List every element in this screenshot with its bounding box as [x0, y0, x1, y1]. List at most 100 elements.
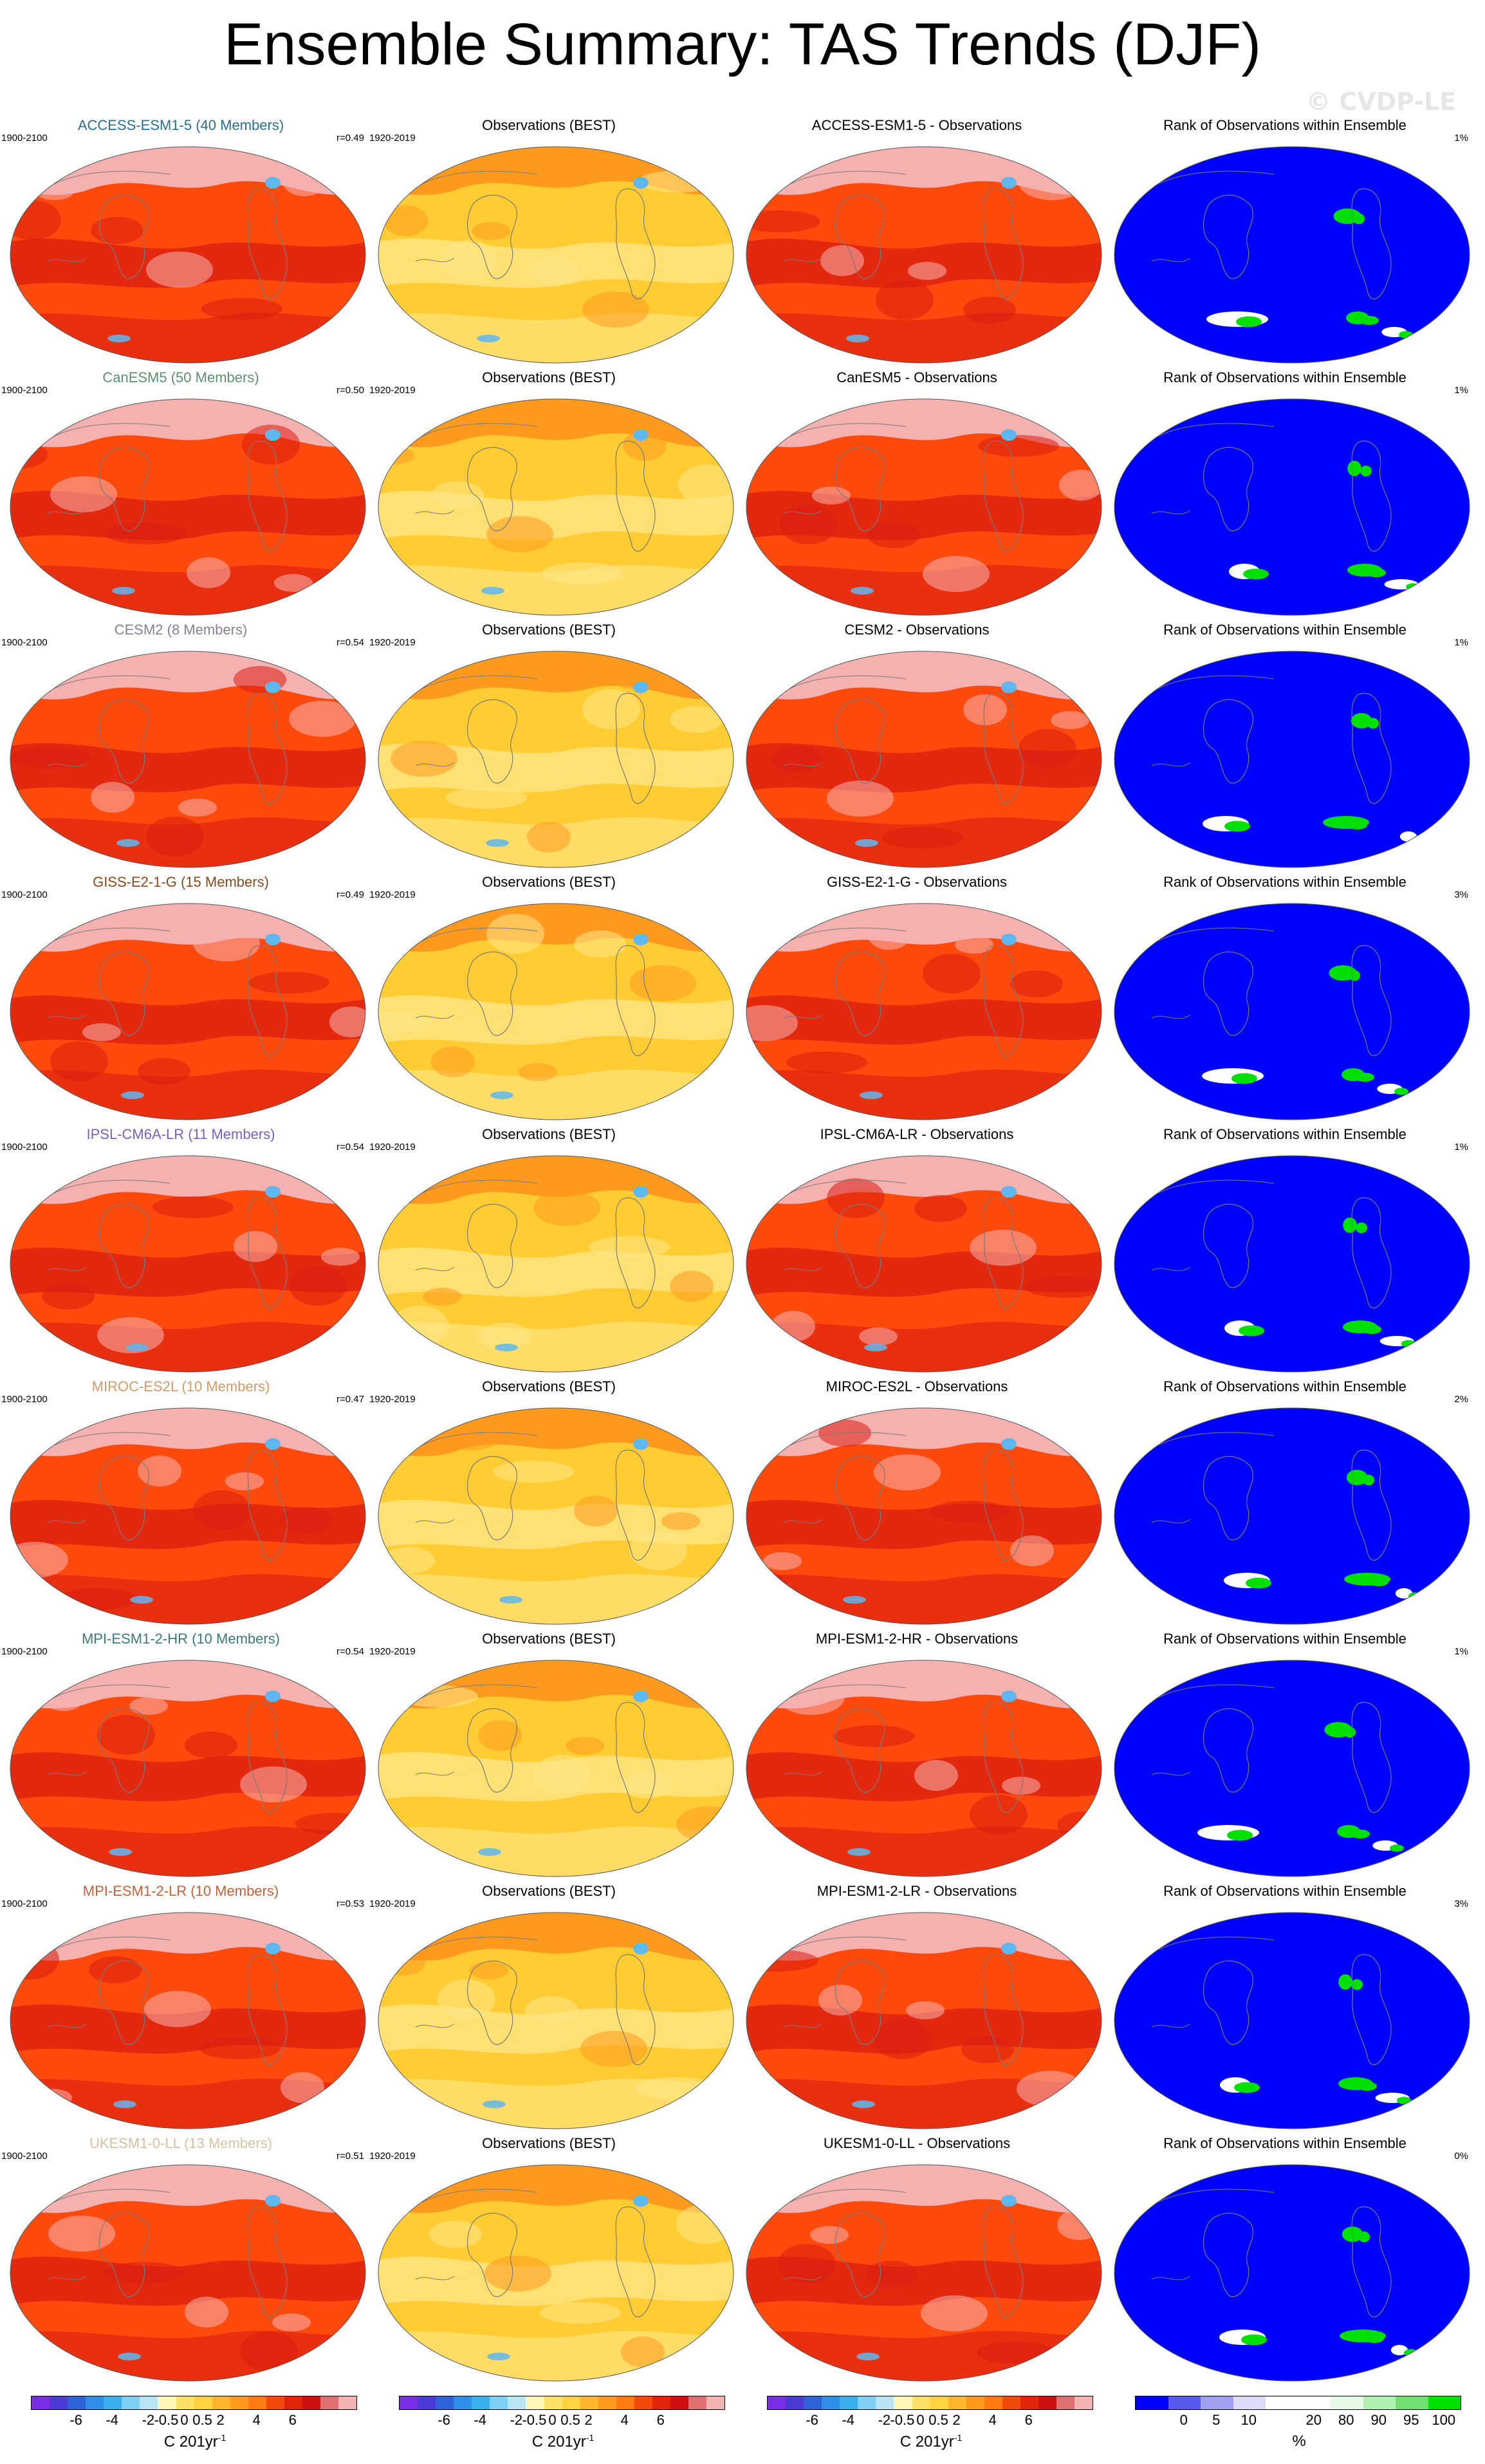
rank-percent-label: 2%	[1454, 1394, 1468, 1405]
colorbar-swatch	[930, 2396, 948, 2409]
colorbar-swatch	[472, 2396, 490, 2409]
map-container	[1113, 650, 1471, 869]
colorbar-swatch	[1233, 2396, 1266, 2409]
correlation-label: r=0.49	[337, 889, 364, 900]
colorbar-swatch	[436, 2396, 454, 2409]
panel-title: UKESM1-0-LL - Observations	[823, 2135, 1011, 2151]
diff-map	[746, 1912, 1102, 2129]
colorbar-swatch	[1136, 2396, 1168, 2409]
panel-title: Rank of Observations within Ensemble	[1163, 1631, 1407, 1647]
rank-panel: Rank of Observations within Ensemble 1%	[1104, 1126, 1475, 1378]
map-container	[1113, 398, 1471, 616]
colorbar-tick-label: 0	[916, 2412, 925, 2428]
colorbar-unit: %	[1292, 2432, 1306, 2450]
colorbar-tick-label: 6	[656, 2412, 665, 2428]
map-container	[377, 1659, 735, 1878]
rank-percent-label: 0%	[1454, 2151, 1468, 2162]
map-container	[745, 145, 1103, 364]
diff-map	[746, 2164, 1102, 2382]
rank-panel: Rank of Observations within Ensemble 0%	[1104, 2135, 1475, 2387]
colorbar-swatch	[1075, 2396, 1093, 2409]
colorbar-swatch	[912, 2396, 930, 2409]
colorbar-swatch	[562, 2396, 580, 2409]
map-container	[377, 145, 735, 364]
trend-colorbar: -6 -4 -2 -0.5 0 0.5 2 4 6 C 201yr-1	[761, 2386, 1121, 2457]
colorbar-swatch	[230, 2396, 248, 2409]
trend-colorbar: -6 -4 -2 -0.5 0 0.5 2 4 6 C 201yr-1	[392, 2386, 753, 2457]
colorbar-tick-label: -6	[438, 2412, 450, 2428]
colorbar-tick-label: 2	[216, 2412, 225, 2428]
map-container	[745, 1659, 1103, 1878]
colorbar-tick-label: 0	[180, 2412, 189, 2428]
map-container	[745, 398, 1103, 616]
unit-text: C 201yr	[163, 2433, 218, 2450]
panel-title: Observations (BEST)	[482, 1378, 616, 1394]
model-panel: MPI-ESM1-2-LR (10 Members) 1900-2100 r=0.5…	[0, 1883, 371, 2135]
obs-map	[378, 903, 734, 1120]
model-map	[10, 651, 366, 868]
rank-panel: Rank of Observations within Ensemble 1%	[1104, 117, 1475, 369]
map-container	[377, 1407, 735, 1626]
colorbar-tick-label: 95	[1403, 2412, 1419, 2428]
obs-map	[378, 651, 734, 868]
colorbar-swatch	[1038, 2396, 1056, 2409]
obs-panel: Observations (BEST) 1920-2019	[368, 1883, 739, 2135]
unit-text: C 201yr	[531, 2433, 586, 2450]
colorbar-swatch	[670, 2396, 688, 2409]
map-container	[377, 650, 735, 869]
panel-title: ACCESS-ESM1-5 (40 Members)	[77, 117, 284, 133]
map-container	[745, 650, 1103, 869]
map-container	[9, 398, 367, 616]
map-container	[1113, 1154, 1471, 1373]
colorbar-tick-label: -0.5	[154, 2412, 179, 2428]
map-container	[1113, 902, 1471, 1121]
colorbar-tick-label: 5	[1212, 2412, 1221, 2428]
obs-map	[378, 1407, 734, 1625]
diff-map	[746, 1407, 1102, 1625]
obs-panel: Observations (BEST) 1920-2019	[368, 2135, 739, 2387]
colorbar-swatch	[616, 2396, 634, 2409]
rank-percent-label: 3%	[1454, 889, 1468, 900]
colorbar-swatch	[966, 2396, 984, 2409]
model-map	[10, 903, 366, 1120]
correlation-label: r=0.49	[337, 133, 364, 144]
obs-map	[378, 2164, 734, 2382]
colorbar-swatch	[194, 2396, 212, 2409]
model-panel: MIROC-ES2L (10 Members) 1900-2100 r=0.47	[0, 1378, 371, 1631]
colorbar-swatch	[1020, 2396, 1038, 2409]
figure-title: Ensemble Summary: TAS Trends (DJF)	[223, 12, 1262, 77]
rank-panel: Rank of Observations within Ensemble 1%	[1104, 622, 1475, 874]
colorbar-tick-label: 2	[952, 2412, 961, 2428]
obs-panel: Observations (BEST) 1920-2019	[368, 1631, 739, 1883]
map-container	[377, 1154, 735, 1373]
colorbar-tick-label: -4	[474, 2412, 487, 2428]
period-label: 1900-2100	[1, 637, 48, 648]
model-map	[10, 146, 366, 364]
unit-exponent: -1	[954, 2432, 963, 2443]
colorbar-swatch	[858, 2396, 876, 2409]
colorbar-swatch	[32, 2396, 50, 2409]
colorbar-tick-label: 6	[288, 2412, 297, 2428]
diff-map	[746, 651, 1102, 868]
correlation-label: r=0.50	[337, 385, 364, 396]
colorbar-tick-label: -0.5	[890, 2412, 915, 2428]
panel-title: Rank of Observations within Ensemble	[1163, 369, 1407, 385]
colorbar-strip	[1135, 2396, 1461, 2410]
panel-title: Observations (BEST)	[482, 369, 616, 385]
colorbar-swatch	[320, 2396, 339, 2409]
correlation-label: r=0.53	[337, 1898, 364, 1909]
colorbar-tick-label: 0.5	[928, 2412, 948, 2428]
colorbar-tick-label: 20	[1305, 2412, 1322, 2428]
panel-title: IPSL-CM6A-LR (11 Members)	[86, 1126, 275, 1142]
colorbar-swatch	[140, 2396, 158, 2409]
correlation-label: r=0.51	[337, 2151, 364, 2162]
colorbar-tick-label: -2	[510, 2412, 523, 2428]
colorbar-swatch	[688, 2396, 707, 2409]
colorbar-tick-label: -2	[142, 2412, 155, 2428]
rank-panel: Rank of Observations within Ensemble 2%	[1104, 1378, 1475, 1631]
model-map	[10, 1155, 366, 1373]
map-container	[745, 1154, 1103, 1373]
obs-map	[378, 1912, 734, 2129]
colorbar-strip	[31, 2396, 357, 2410]
map-container	[377, 2163, 735, 2382]
